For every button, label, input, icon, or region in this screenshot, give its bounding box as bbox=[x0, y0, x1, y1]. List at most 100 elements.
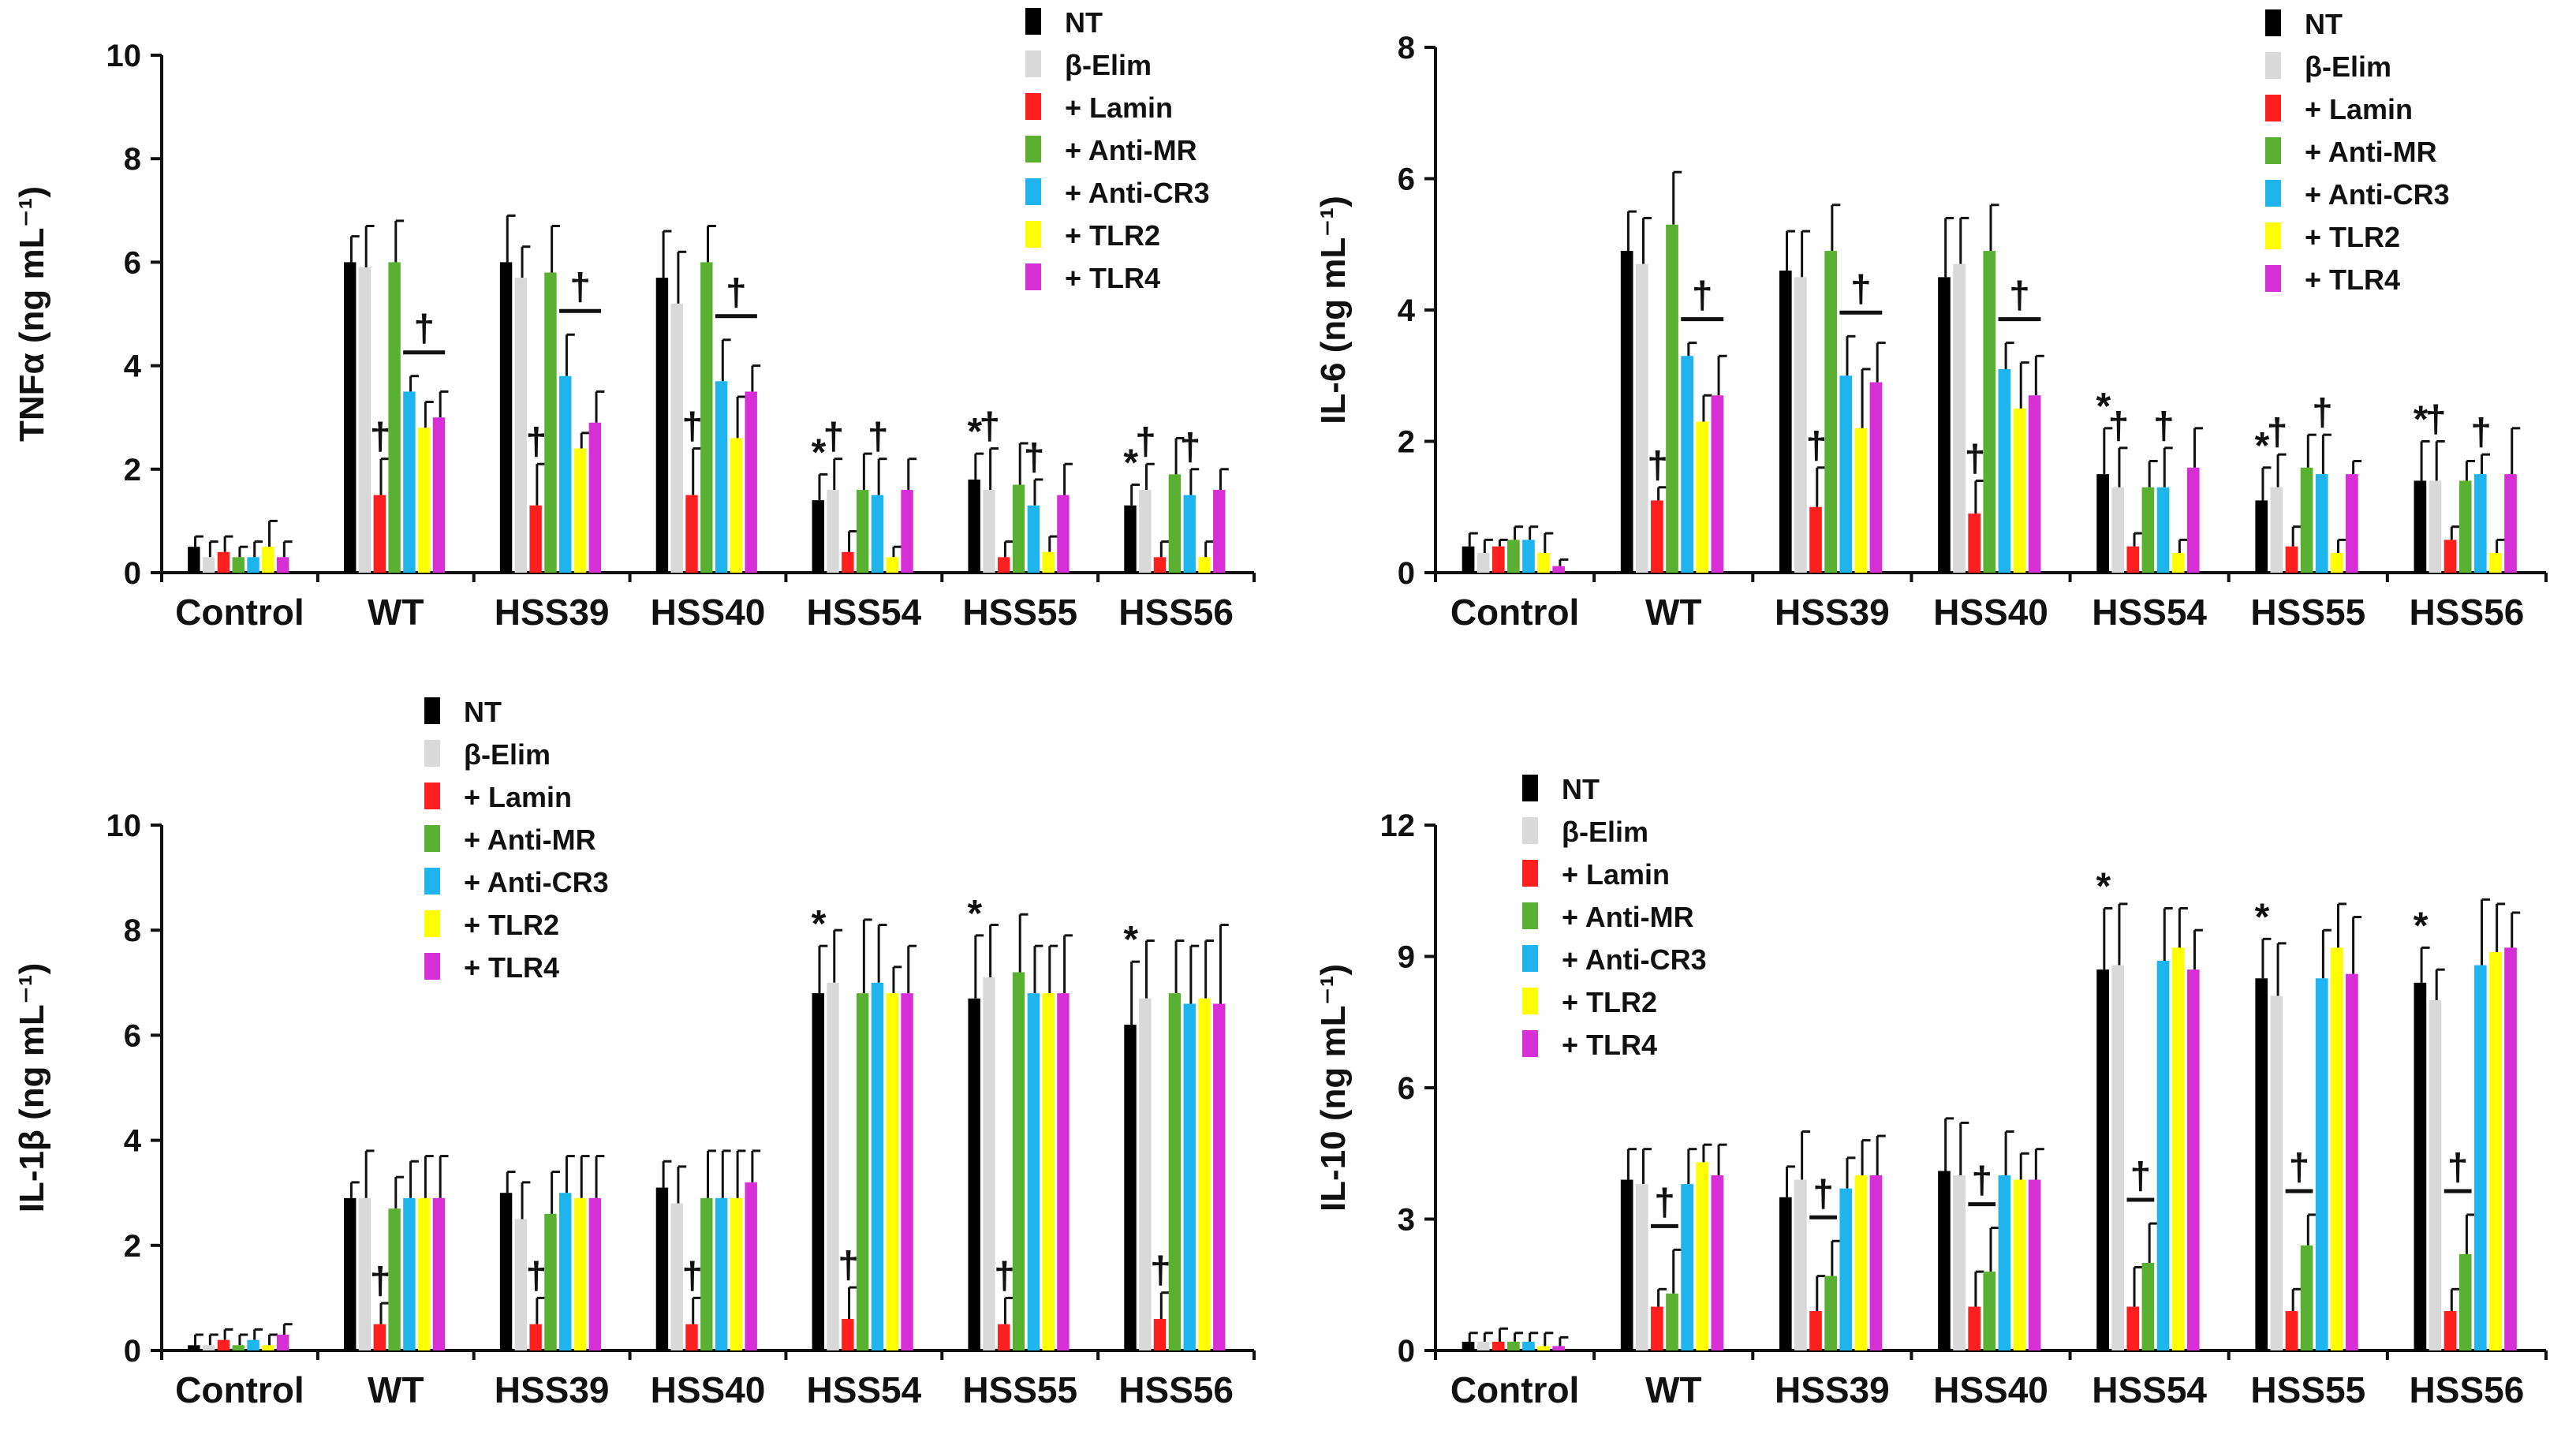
y-tick-label: 2 bbox=[124, 453, 141, 487]
bar bbox=[1198, 557, 1211, 573]
y-tick-label: 2 bbox=[1398, 425, 1415, 460]
bar bbox=[856, 993, 869, 1350]
dagger-mark: † bbox=[526, 1255, 547, 1297]
y-tick-label: 8 bbox=[124, 913, 141, 948]
bar bbox=[1057, 993, 1070, 1350]
bar bbox=[1794, 277, 1807, 573]
bar bbox=[998, 1324, 1010, 1350]
dagger-mark: † bbox=[1805, 425, 1827, 467]
bar bbox=[886, 557, 898, 573]
dagger-mark: † bbox=[1971, 1160, 1992, 1202]
category-label: HSS40 bbox=[651, 592, 766, 633]
y-tick-label: 8 bbox=[124, 142, 141, 177]
category-label: Control bbox=[175, 1369, 304, 1410]
bar bbox=[1824, 1276, 1837, 1350]
bar bbox=[1998, 368, 2011, 573]
bar bbox=[529, 505, 542, 573]
bar bbox=[2111, 487, 2125, 573]
dagger-mark: † bbox=[1813, 1173, 1834, 1215]
legend-swatch bbox=[1522, 860, 1538, 887]
bar bbox=[1198, 998, 1211, 1350]
category-label: HSS56 bbox=[1118, 592, 1234, 633]
legend-label: β-Elim bbox=[2305, 50, 2391, 83]
y-axis-label: IL-1β (ng mL⁻¹) bbox=[13, 963, 51, 1212]
category-label: HSS54 bbox=[2092, 592, 2207, 633]
significance-star: * bbox=[2414, 905, 2429, 947]
significance-star: * bbox=[968, 411, 983, 453]
bar bbox=[685, 1324, 698, 1350]
bar bbox=[1012, 484, 1025, 573]
legend-swatch bbox=[1025, 263, 1041, 290]
bar bbox=[842, 551, 854, 573]
y-tick-label: 12 bbox=[1380, 809, 1416, 843]
chart-panel-top-right: 0 2 4 6 8 IL-6 (ng mL⁻¹) Control WT HSS39 HSS40 HS… bbox=[1314, 8, 2548, 633]
legend-label: NT bbox=[1562, 773, 1600, 805]
y-tick-label: 6 bbox=[124, 1018, 141, 1053]
category-label: WT bbox=[368, 592, 424, 633]
bar bbox=[827, 490, 839, 573]
bar bbox=[1651, 500, 1663, 573]
bar bbox=[1124, 505, 1137, 573]
bar bbox=[1869, 1175, 1883, 1350]
bar bbox=[188, 1345, 200, 1350]
dagger-mark: † bbox=[1180, 427, 1201, 469]
bar bbox=[670, 1203, 683, 1350]
bar bbox=[1462, 1341, 1475, 1350]
y-tick-label: 4 bbox=[124, 1124, 142, 1159]
legend-label: β-Elim bbox=[1562, 816, 1648, 848]
bar bbox=[2255, 500, 2268, 573]
significance-star: * bbox=[968, 893, 983, 935]
bar bbox=[2285, 1311, 2298, 1350]
bar bbox=[1213, 490, 1226, 573]
bar bbox=[655, 1187, 669, 1350]
dagger-mark: † bbox=[526, 421, 547, 463]
bar bbox=[276, 557, 289, 573]
bar bbox=[2186, 467, 2200, 573]
legend-label: + Lamin bbox=[1065, 92, 1173, 124]
bar bbox=[544, 272, 557, 573]
bar bbox=[2458, 1253, 2472, 1350]
legend-label: + Anti-CR3 bbox=[1065, 177, 1210, 209]
bar bbox=[1522, 1341, 1535, 1350]
bar bbox=[745, 1182, 757, 1350]
bar bbox=[1477, 1341, 1490, 1350]
category-label: WT bbox=[368, 1369, 424, 1410]
bar bbox=[842, 1319, 854, 1350]
bar bbox=[827, 982, 839, 1350]
y-tick-label: 4 bbox=[1398, 293, 1416, 328]
legend-swatch bbox=[424, 953, 440, 980]
legend-label: + TLR2 bbox=[1065, 219, 1160, 252]
bar bbox=[247, 1339, 259, 1350]
bar bbox=[886, 993, 898, 1350]
legend-swatch bbox=[424, 740, 440, 767]
category-label: HSS40 bbox=[1933, 1369, 2048, 1410]
bar bbox=[588, 1197, 602, 1350]
bar bbox=[1153, 1319, 1167, 1350]
dagger-mark: † bbox=[681, 406, 703, 448]
bar bbox=[998, 557, 1010, 573]
bar bbox=[1139, 490, 1152, 573]
bar bbox=[573, 448, 587, 573]
bar bbox=[983, 490, 995, 573]
dagger-mark: † bbox=[413, 308, 435, 350]
bar bbox=[2443, 1311, 2457, 1350]
dagger-mark: † bbox=[1692, 275, 1713, 317]
y-tick-label: 2 bbox=[124, 1229, 141, 1264]
bar bbox=[2111, 965, 2125, 1350]
bar bbox=[1839, 375, 1853, 573]
dagger-mark: † bbox=[868, 416, 889, 458]
dagger-mark: † bbox=[1965, 438, 1986, 480]
category-label: HSS54 bbox=[806, 592, 921, 633]
bar bbox=[730, 1197, 743, 1350]
y-tick-label: 4 bbox=[124, 349, 142, 384]
significance-star: * bbox=[2096, 865, 2111, 907]
category-label: HSS40 bbox=[1933, 592, 2048, 633]
bar bbox=[1938, 277, 1951, 573]
bar bbox=[232, 557, 245, 573]
category-label: HSS56 bbox=[2410, 1369, 2525, 1410]
bar bbox=[358, 267, 371, 573]
legend-swatch bbox=[2265, 95, 2281, 121]
legend-label: + Anti-CR3 bbox=[1562, 943, 1707, 976]
y-tick-label: 0 bbox=[1398, 556, 1415, 591]
legend-label: + Anti-MR bbox=[464, 824, 596, 856]
